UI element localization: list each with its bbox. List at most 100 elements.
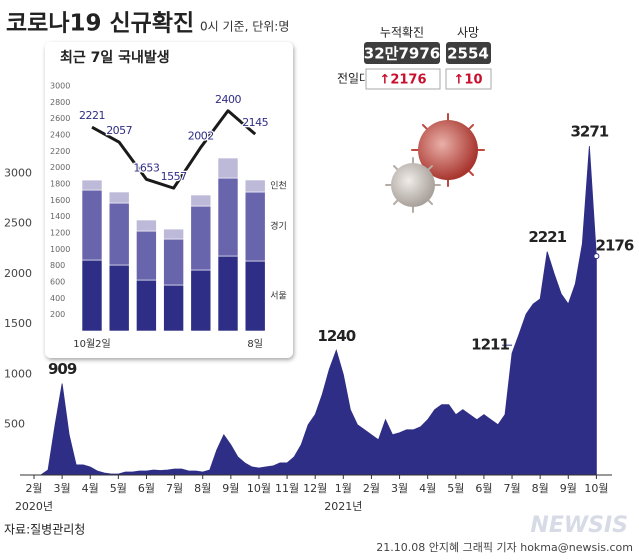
data-label: 909	[48, 360, 77, 378]
x-tick-label: 4월	[82, 482, 99, 495]
data-label: 2400	[215, 93, 241, 106]
year-label: 2020년	[15, 500, 53, 513]
data-label: 3271	[570, 123, 608, 141]
x-tick-label: 3월	[54, 482, 71, 495]
y-tick-label: 2000	[4, 267, 32, 280]
data-label: 1240	[317, 327, 355, 345]
bar-segment	[81, 189, 103, 261]
x-tick-label: 2월	[25, 482, 42, 495]
source: 자료:질병관리청	[4, 523, 85, 537]
stat-label: 사망	[457, 26, 479, 40]
y-tick-label: 2600	[50, 114, 70, 123]
x-tick-label: 10월2일	[73, 338, 111, 350]
data-label: 2221	[79, 109, 105, 122]
y-tick-label: 1500	[4, 317, 32, 330]
stat-change: ↑10	[454, 73, 483, 88]
inset-title: 최근 7일 국내발생	[60, 49, 170, 66]
y-tick-label: 3000	[50, 82, 70, 91]
x-tick-label: 8월	[532, 482, 549, 495]
data-label: 2057	[106, 124, 132, 137]
bar-segment	[108, 191, 130, 204]
x-tick-label: 12월	[303, 482, 327, 495]
bar-segment	[163, 238, 184, 286]
data-label: 2145	[242, 116, 268, 129]
y-tick-label: 400	[50, 294, 65, 303]
y-tick-label: 500	[4, 418, 25, 431]
title: 코로나19 신규확진	[6, 11, 194, 37]
bar-segment	[190, 205, 212, 271]
bar-segment	[136, 279, 157, 332]
x-tick-label: 7월	[503, 482, 520, 495]
x-tick-label: 3월	[391, 482, 408, 495]
bar-segment	[81, 259, 103, 332]
x-tick-label: 4월	[419, 482, 436, 495]
series-label: 경기	[270, 220, 287, 232]
data-label: 2002	[188, 129, 214, 142]
x-tick-label: 6월	[138, 482, 155, 495]
y-tick-label: 2800	[50, 98, 70, 107]
x-tick-label: 6월	[475, 482, 492, 495]
year-label: 2021년	[324, 500, 362, 513]
y-tick-label: 1600	[50, 196, 70, 205]
y-tick-label: 1400	[50, 212, 70, 221]
bar-segment	[244, 179, 266, 193]
x-tick-label: 8일	[247, 338, 263, 350]
stat-box	[365, 68, 441, 90]
x-tick-label: 5월	[110, 482, 127, 495]
data-label: 2221	[528, 228, 566, 246]
data-label: 2176	[596, 237, 634, 255]
y-tick-label: 1800	[50, 180, 70, 189]
y-tick-label: 2500	[4, 217, 32, 230]
inset-chart: 최근 7일 국내발생 200 400 600 800 1000 1200 1400 1600 1…	[50, 49, 287, 350]
bar-segment	[217, 177, 239, 257]
x-tick-label: 8월	[194, 482, 211, 495]
stat-box	[445, 68, 492, 90]
end-dot	[593, 253, 600, 260]
bar-segment	[244, 260, 266, 332]
bar-segment	[190, 194, 212, 207]
stat-value: 32만7976	[364, 45, 440, 63]
y-tick-label: 2200	[50, 147, 70, 156]
x-tick-label: 10월	[584, 482, 608, 495]
virus-illustration	[385, 113, 485, 213]
credit: 21.10.08 안지혜 그래픽 기자 hokma@newsis.com	[376, 541, 633, 554]
y-tick-label: 200	[50, 310, 65, 319]
bar-segment	[136, 230, 157, 281]
area	[33, 145, 597, 476]
y-tick-label: 1000	[4, 367, 32, 380]
stat-value: 2554	[447, 45, 489, 63]
y-tick-label: 600	[50, 278, 65, 287]
bar-segment	[81, 179, 103, 191]
x-tick-label: 5월	[447, 482, 464, 495]
line	[91, 109, 257, 190]
x-tick-label: 11월	[275, 482, 299, 495]
bar-segment	[163, 228, 184, 240]
x-tick-label: 1월	[335, 482, 352, 495]
y-tick-label: 2000	[50, 163, 70, 172]
x-tick-label: 9월	[222, 482, 239, 495]
series-label: 인천	[270, 181, 287, 192]
stat-box	[446, 42, 491, 64]
bar-segment	[108, 264, 130, 332]
x-tick-label: 10월	[247, 482, 271, 495]
x-tick-label: 9월	[560, 482, 577, 495]
series-label: 서울	[270, 291, 287, 302]
stat-box	[364, 42, 440, 64]
logo: NEWSIS	[530, 513, 628, 538]
subtitle: 0시 기준, 단위:명	[200, 20, 289, 34]
y-tick-label: 1000	[50, 245, 70, 254]
bar-segment	[108, 202, 130, 266]
data-label: 1557	[161, 170, 187, 183]
bar-segment	[217, 255, 239, 332]
bar-segment	[163, 284, 184, 332]
stat-label: 누적확진	[380, 26, 424, 40]
bar-segment	[190, 269, 212, 332]
stat-change: ↑2176	[379, 73, 426, 88]
x-tick-label: 2월	[363, 482, 380, 495]
y-tick-label: 3000	[4, 166, 32, 179]
data-label: 1211	[471, 336, 509, 354]
y-tick-label: 1200	[50, 229, 70, 238]
x-tick-label: 7월	[166, 482, 183, 495]
